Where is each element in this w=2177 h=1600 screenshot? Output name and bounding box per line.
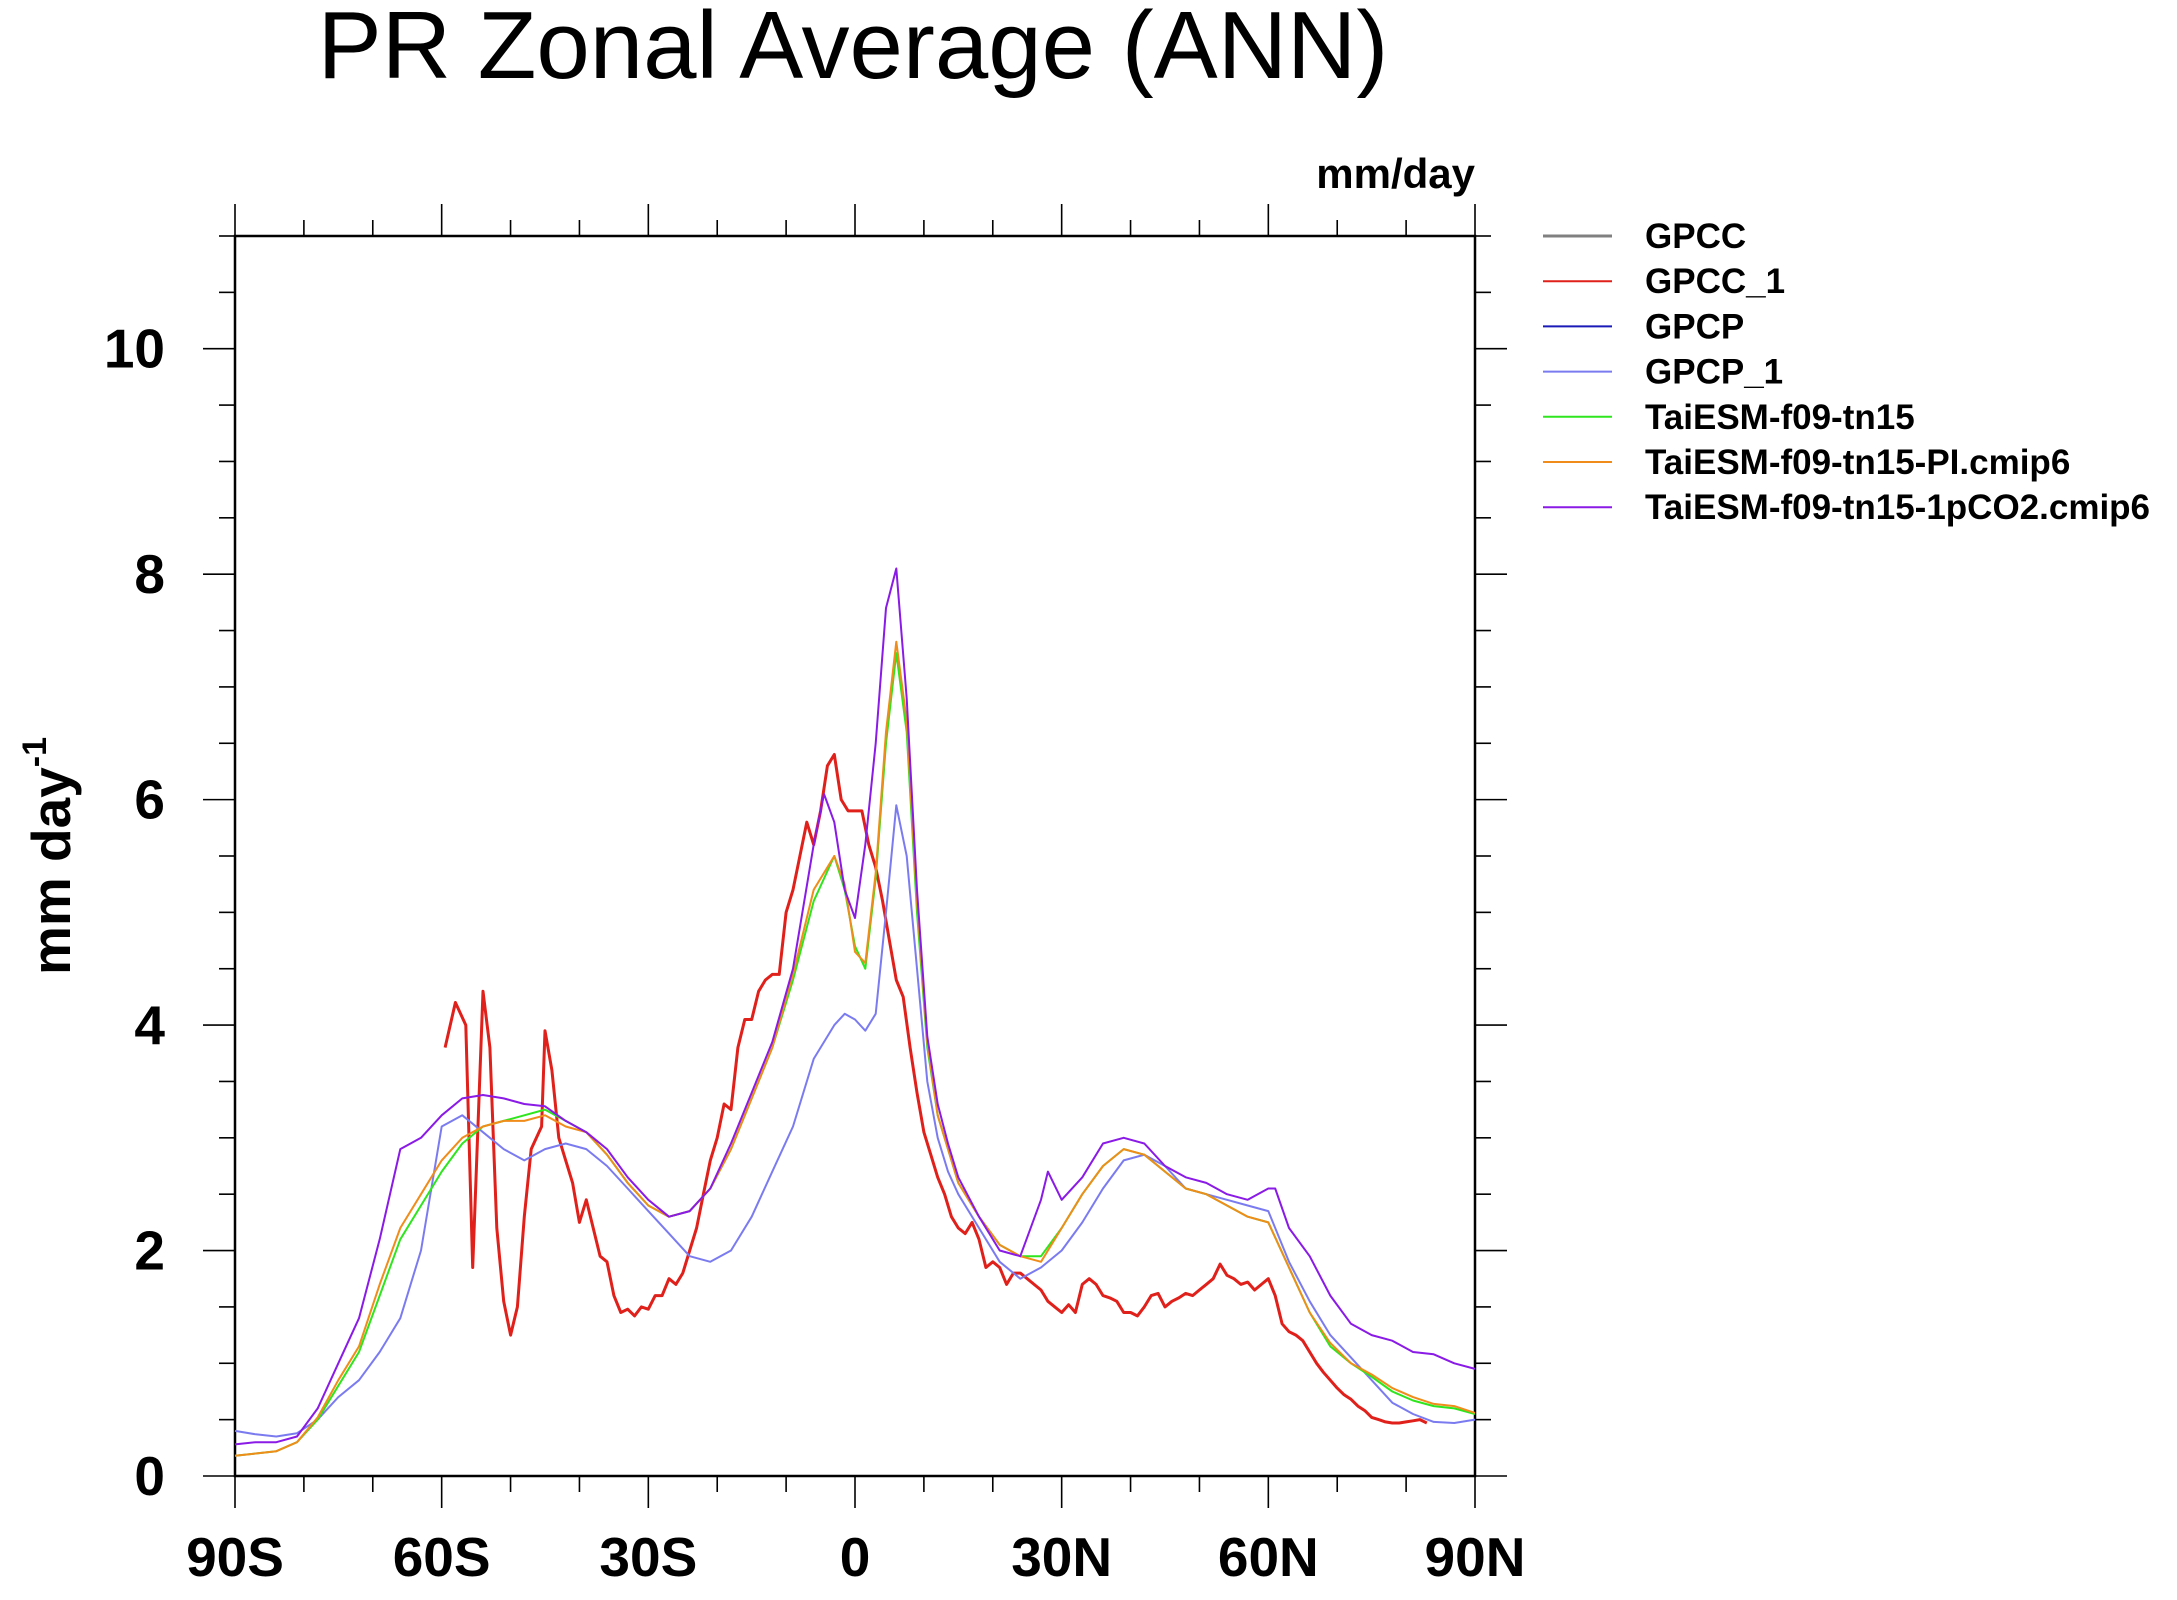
y-tick-label: 6 xyxy=(134,769,165,831)
x-tick-label: 90N xyxy=(1425,1526,1526,1588)
units-label: mm/day xyxy=(1316,150,1475,197)
legend-label: GPCC xyxy=(1645,217,1746,256)
x-tick-label: 0 xyxy=(840,1526,871,1588)
series-line-gpcc-1 xyxy=(443,753,1428,1425)
y-axis-label-superscript: -1 xyxy=(16,737,54,767)
x-tick-label: 60N xyxy=(1218,1526,1319,1588)
y-axis: 0 2 4 6 8 10 xyxy=(104,235,1507,1507)
series-line-taiesm-f09-tn15-1pco2-cmip6 xyxy=(234,567,1476,1446)
legend-label: GPCC_1 xyxy=(1645,262,1785,301)
y-axis-label-text: mm day xyxy=(20,767,82,975)
y-tick-label: 2 xyxy=(134,1220,165,1282)
series-layer xyxy=(234,567,1476,1457)
legend-label: TaiESM-f09-tn15-PI.cmip6 xyxy=(1645,443,2070,482)
y-tick-label: 8 xyxy=(134,543,165,605)
x-tick-label: 30N xyxy=(1011,1526,1112,1588)
y-axis-label: mm day-1 xyxy=(16,737,82,975)
legend-label: GPCP xyxy=(1645,307,1744,346)
legend-label: TaiESM-f09-tn15-1pCO2.cmip6 xyxy=(1645,488,2150,527)
legend-label: TaiESM-f09-tn15 xyxy=(1645,398,1915,437)
x-tick-label: 60S xyxy=(393,1526,491,1588)
series-line-taiesm-f09-tn15-pi-cmip6 xyxy=(234,640,1476,1457)
legend: GPCC GPCC_1 GPCP GPCP_1 TaiESM-f09-tn15 TaiES… xyxy=(1543,217,2150,527)
chart-title: PR Zonal Average (ANN) xyxy=(318,0,1389,99)
series-line-gpcp-1 xyxy=(234,804,1476,1438)
x-axis: 90S 60S 30S 0 30N 60N 90N xyxy=(186,204,1525,1588)
legend-label: GPCP_1 xyxy=(1645,353,1783,392)
x-tick-label: 30S xyxy=(599,1526,697,1588)
x-tick-label: 90S xyxy=(186,1526,284,1588)
y-tick-label: 10 xyxy=(104,318,165,380)
y-tick-label: 0 xyxy=(134,1445,165,1507)
y-tick-label: 4 xyxy=(134,994,165,1056)
